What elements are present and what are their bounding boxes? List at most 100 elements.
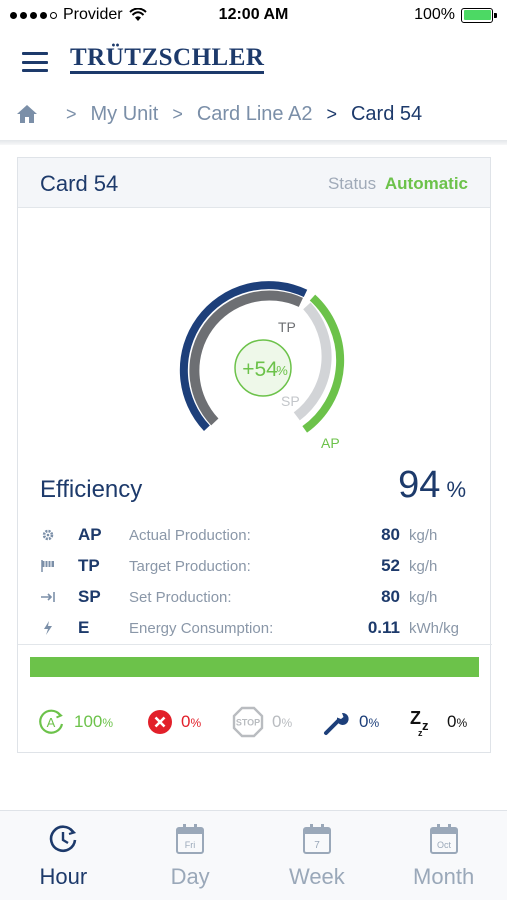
svg-text:A: A [47,715,56,730]
flag-icon [41,560,54,572]
battery-percent: 100% [414,6,455,23]
svg-text:z: z [422,718,429,733]
svg-text:Oct: Oct [437,840,452,850]
metric-value: 80 [381,587,400,606]
calendar-month-icon: Oct [429,824,458,854]
metric-name: Set Production: [129,589,232,606]
tab-day-label: Day [170,864,210,889]
carrier-info: Provider [10,6,147,24]
state-error: 0% [147,704,201,740]
efficiency-label: Efficiency [40,476,143,503]
metrics-list: AP Actual Production: 80 kg/h TP Target … [18,522,492,646]
gauge-center-circle [234,339,292,397]
tab-day[interactable]: Fri Day [127,811,254,900]
clock-icon [50,825,77,853]
time-range-tab-bar: Hour Fri Day 7 Week Oct Month [0,810,507,900]
gauge-tp-arc [179,281,308,432]
machine-state-summary: A 100% 0% STOP 0% 0% [18,704,492,740]
metric-unit: kg/h [409,527,438,544]
metric-code: E [78,618,90,637]
svg-text:7: 7 [314,840,320,851]
tab-hour-label: Hour [39,864,88,889]
metric-row-e: E Energy Consumption: 0.11 kWh/kg [18,615,492,646]
breadcrumb: > My Unit > Card Line A2 > Card 54 [0,88,507,140]
battery-info: 100% [414,6,497,24]
chevron-right-icon: > [172,103,183,124]
gauge-center-unit: % [276,363,288,378]
breadcrumb-item-line[interactable]: Card Line A2 [196,102,313,125]
efficiency-value-wrap: 94% [398,464,466,507]
hamburger-menu-icon[interactable] [22,52,48,72]
breadcrumb-item-current: Card 54 [350,102,423,125]
calendar-week-icon: 7 [302,824,331,854]
efficiency-value: 94 [398,464,441,506]
breadcrumb-item-unit[interactable]: My Unit [90,102,159,125]
state-idle: Z z z 0% [409,704,467,740]
metric-unit: kg/h [409,558,438,575]
gear-icon [42,529,54,541]
tab-month-label: Month [413,864,475,889]
svg-text:Z: Z [410,708,421,728]
bolt-icon [44,621,52,635]
tab-month[interactable]: Oct Month [380,811,507,900]
machine-card: Card 54 Status Automatic +54 % TP SP AP … [17,157,492,753]
home-icon[interactable] [16,104,38,124]
tab-week[interactable]: 7 Week [254,811,381,900]
metric-row-tp: TP Target Production: 52 kg/h [18,553,492,584]
header-divider [0,140,507,145]
chevron-right-icon: > [326,103,337,124]
card-title: Card 54 [40,171,119,196]
gauge-ap-arc [302,294,345,433]
automatic-icon: A [39,709,64,734]
state-maintenance: 0% [323,704,379,740]
gauge-center-value: +54 [242,358,278,381]
metric-code: AP [78,525,102,544]
status-indicator: Status Automatic [328,174,468,194]
status-bar: Provider 12:00 AM 100% [0,0,507,30]
gauge-sp-arc [293,302,332,421]
brand-logo: TRÜTZSCHLER [70,45,265,74]
metric-value: 80 [381,525,400,544]
sleep-icon: Z z z [410,708,429,737]
app-header: TRÜTZSCHLER [0,30,507,88]
metric-value: 52 [381,556,400,575]
metric-value: 0.11 [367,618,400,637]
production-gauge: +54 % TP SP AP [179,281,345,451]
metric-name: Actual Production: [129,527,251,544]
gauge-tp-label: TP [278,319,296,335]
error-icon [148,710,172,734]
carrier-name: Provider [63,6,123,23]
metric-name: Energy Consumption: [129,620,274,637]
state-automatic: A 100% [36,704,113,740]
state-automatic-pct: 100% [74,712,114,731]
metric-name: Target Production: [129,558,251,575]
gauge-base-arc [189,290,303,426]
metric-unit: kWh/kg [409,620,460,637]
runtime-progress-fill [30,657,479,677]
state-idle-pct: 0% [447,712,468,731]
state-stop: STOP 0% [232,704,292,740]
metric-row-ap: AP Actual Production: 80 kg/h [18,522,492,553]
efficiency-unit: % [446,477,466,502]
card-header: Card 54 Status Automatic [18,158,490,208]
gauge-sp-label: SP [281,393,300,409]
state-maintenance-pct: 0% [359,712,380,731]
svg-text:Fri: Fri [185,840,196,850]
metric-code: SP [78,587,101,606]
svg-text:z: z [418,728,423,737]
chevron-right-icon: > [66,103,77,124]
state-error-pct: 0% [181,712,202,731]
clock-time: 12:00 AM [218,6,289,23]
battery-icon [461,7,497,23]
status-value: Automatic [384,174,468,193]
wrench-icon [324,712,349,735]
stop-icon: STOP [232,706,264,738]
gauge-ap-label: AP [321,435,340,451]
tab-hour[interactable]: Hour [0,811,127,900]
status-label: Status [327,174,377,193]
set-arrow-icon [41,592,55,602]
section-divider [18,644,492,645]
metric-code: TP [78,556,100,575]
metric-row-sp: SP Set Production: 80 kg/h [18,584,492,615]
metric-unit: kg/h [409,589,438,606]
